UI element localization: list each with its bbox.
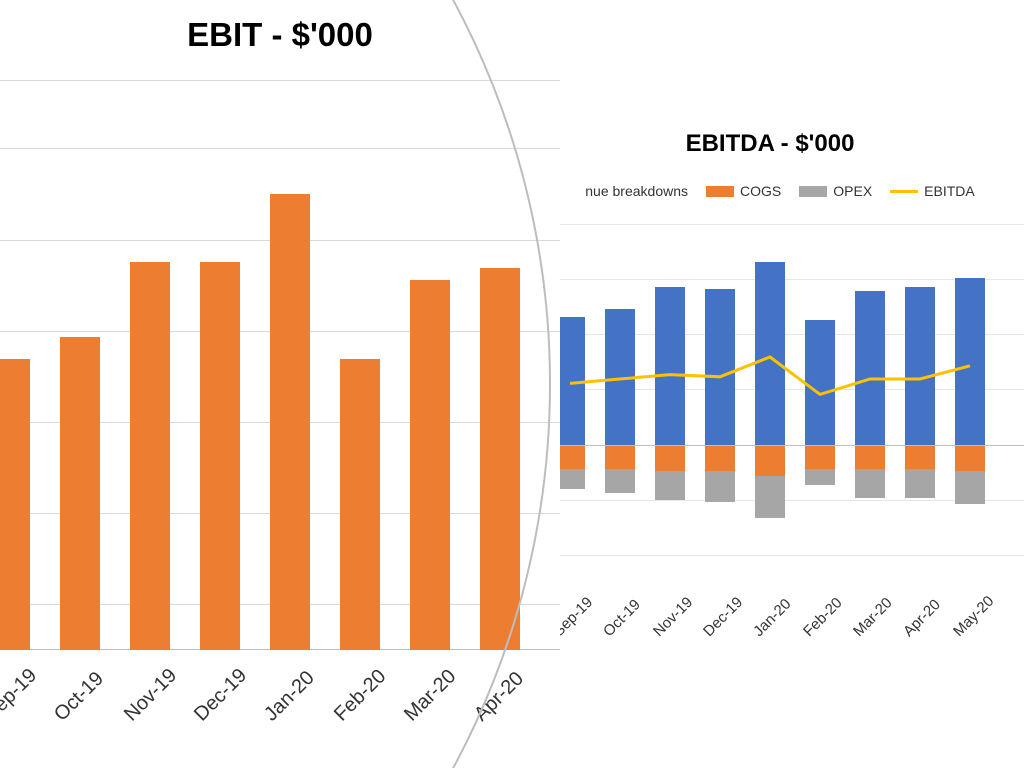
ebitda-bar-revenue (655, 287, 685, 445)
ebitda-bar-cogs (805, 445, 835, 469)
ebitda-bar-opex (855, 469, 885, 498)
ebit-x-label: Dec-19 (190, 664, 252, 726)
ebit-bar (115, 262, 185, 650)
ebit-x-labels: Sep-19Oct-19Nov-19Dec-19Jan-20Feb-20Mar-… (0, 662, 560, 762)
ebit-x-label: Nov-19 (120, 664, 182, 726)
ebitda-bar-opex (705, 471, 735, 502)
ebitda-panel: EBITDA - $'000 nue breakdowns COGS OPEX … (520, 0, 1024, 768)
ebitda-bar-cogs (905, 445, 935, 469)
ebit-x-label: Apr-20 (470, 668, 529, 727)
legend-line-ebitda (890, 190, 918, 193)
ebit-bar (325, 359, 395, 650)
ebitda-x-label: Jan-20 (750, 596, 794, 640)
ebitda-bar-opex (905, 469, 935, 498)
ebit-gridline (0, 80, 560, 81)
ebitda-bar-cogs (655, 445, 685, 471)
stage: EBITDA - $'000 nue breakdowns COGS OPEX … (0, 0, 1024, 768)
ebitda-bar-revenue (805, 320, 835, 445)
legend-item-cogs: COGS (706, 183, 781, 199)
ebitda-gridline (540, 224, 1024, 225)
ebitda-legend: nue breakdowns COGS OPEX EBITDA (520, 177, 1024, 205)
ebit-x-label: Oct-19 (50, 668, 109, 727)
ebit-x-label: Sep-19 (0, 664, 42, 726)
ebit-gridline (0, 148, 560, 149)
ebitda-zero-line (540, 445, 1024, 446)
ebitda-bar-cogs (755, 445, 785, 476)
legend-item-revenue: nue breakdowns (585, 183, 688, 199)
ebitda-bar-opex (755, 476, 785, 518)
legend-swatch-opex (799, 186, 827, 197)
legend-label: OPEX (833, 183, 872, 199)
ebit-bar (185, 262, 255, 650)
ebitda-bar-cogs (605, 445, 635, 469)
ebitda-x-label: Oct-19 (600, 596, 644, 640)
ebitda-x-label: Apr-20 (900, 596, 944, 640)
legend-label: EBITDA (924, 183, 975, 199)
ebitda-bar-revenue (905, 287, 935, 445)
legend-label: nue breakdowns (585, 183, 688, 199)
ebitda-bar-revenue (755, 262, 785, 445)
ebitda-bar-cogs (955, 445, 985, 471)
ebit-title: EBIT - $'000 (0, 16, 560, 54)
legend-swatch-cogs (706, 186, 734, 197)
ebit-x-label: Feb-20 (330, 665, 391, 726)
ebitda-x-label: Mar-20 (850, 594, 896, 640)
ebitda-plot (540, 225, 1024, 555)
ebit-bar (395, 280, 465, 651)
ebitda-bar-opex (655, 471, 685, 500)
ebit-panel: EBIT - $'000 Sep-19Oct-19Nov-19Dec-19Jan… (0, 0, 560, 768)
ebitda-bar-revenue (855, 291, 885, 445)
ebitda-bar-revenue (955, 278, 985, 445)
ebitda-bar-opex (605, 469, 635, 493)
legend-item-opex: OPEX (799, 183, 872, 199)
ebit-x-label: Mar-20 (400, 665, 461, 726)
ebitda-bar-revenue (605, 309, 635, 445)
ebit-plot (0, 80, 560, 650)
ebitda-bar-cogs (855, 445, 885, 469)
ebitda-x-label: May-20 (950, 593, 997, 640)
ebit-bar (45, 337, 115, 651)
legend-item-ebitda: EBITDA (890, 183, 975, 199)
ebit-bar (255, 194, 325, 650)
ebitda-title: EBITDA - $'000 (510, 130, 1024, 158)
ebitda-x-label: Feb-20 (800, 594, 846, 640)
ebitda-bar-opex (805, 469, 835, 484)
ebitda-x-label: Dec-19 (700, 594, 746, 640)
ebitda-gridline (540, 555, 1024, 556)
legend-label: COGS (740, 183, 781, 199)
ebitda-x-label: Nov-19 (650, 594, 696, 640)
ebitda-bar-revenue (705, 289, 735, 445)
ebitda-x-labels: Sep-19Oct-19Nov-19Dec-19Jan-20Feb-20Mar-… (540, 590, 1024, 690)
ebit-x-label: Jan-20 (260, 667, 320, 727)
ebit-bar (0, 359, 45, 650)
ebitda-bar-cogs (705, 445, 735, 471)
ebitda-bar-opex (955, 471, 985, 504)
ebit-bar (465, 268, 535, 650)
